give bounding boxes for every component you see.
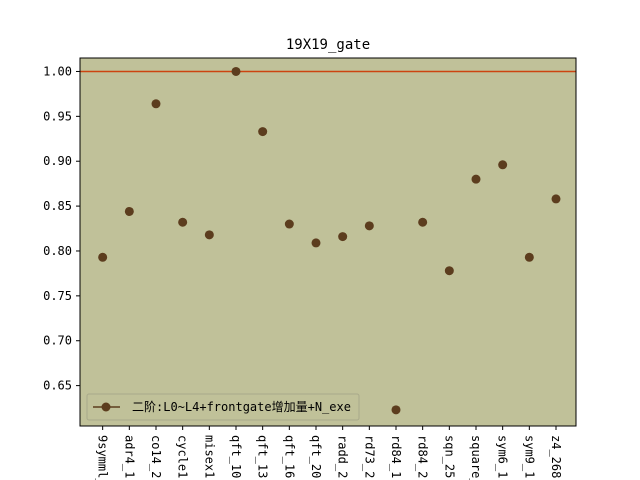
- x-tick-label: rd73_2: [362, 435, 376, 478]
- x-tick-label: qft_16: [282, 435, 296, 478]
- data-point: [471, 174, 481, 184]
- data-points: [98, 66, 561, 415]
- x-tick-label: sym6_1: [496, 435, 510, 478]
- data-point: [444, 266, 454, 276]
- legend: 二阶:L0~L4+frontgate增加量+N_exe: [86, 393, 360, 421]
- data-point: [498, 160, 508, 170]
- data-point: [524, 252, 534, 262]
- y-tick-label: 0.95: [43, 109, 72, 123]
- data-point: [151, 99, 161, 109]
- data-point: [311, 238, 321, 248]
- data-point: [258, 127, 268, 137]
- x-tick-label: z4_268: [549, 435, 563, 478]
- plot-frame: [79, 57, 577, 427]
- x-tick-label: sym9_1: [522, 435, 536, 478]
- x-tick-label: cycle1: [176, 435, 190, 478]
- x-tick-label: qft_20: [309, 435, 323, 478]
- x-axis: 9symml_ adr4_1 co14_2 cycle1 misex1 qft_10 qft…: [96, 426, 563, 480]
- data-point: [98, 252, 108, 262]
- legend-marker: [101, 402, 111, 412]
- x-tick-label: 9symml_: [96, 435, 110, 480]
- data-point: [204, 230, 214, 240]
- data-point: [124, 206, 134, 216]
- y-tick-label: 0.65: [43, 379, 72, 393]
- x-tick-label: qft_10: [229, 435, 243, 478]
- data-point: [391, 405, 401, 415]
- y-tick-label: 0.75: [43, 289, 72, 303]
- y-axis: 0.65 0.70 0.75 0.80 0.85 0.90 0.95 1.00: [43, 64, 80, 393]
- data-point: [284, 219, 294, 229]
- x-tick-label: rd84_2: [416, 435, 430, 478]
- x-tick-label: radd_2: [336, 435, 350, 478]
- y-tick-label: 0.70: [43, 334, 72, 348]
- legend-box: [86, 393, 360, 421]
- x-tick-label: rd84_1: [389, 435, 403, 478]
- data-point: [364, 221, 374, 231]
- y-tick-label: 1.00: [43, 64, 72, 78]
- data-point: [178, 217, 188, 227]
- y-tick-label: 0.85: [43, 199, 72, 213]
- legend-label: 二阶:L0~L4+frontgate增加量+N_exe: [132, 400, 351, 414]
- plot-area: [80, 58, 576, 426]
- chart-title: 19X19_gate: [286, 37, 370, 53]
- x-tick-label: sqn_25: [442, 435, 456, 478]
- y-tick-label: 0.80: [43, 244, 72, 258]
- x-tick-label: co14_2: [149, 435, 163, 478]
- x-tick-label: misex1: [202, 435, 216, 478]
- data-point: [231, 66, 241, 76]
- data-point: [551, 194, 561, 204]
- x-tick-label: qft_13: [256, 435, 270, 478]
- data-point: [418, 217, 428, 227]
- data-point: [338, 232, 348, 242]
- x-tick-label: square_: [469, 435, 483, 480]
- y-tick-label: 0.90: [43, 154, 72, 168]
- x-tick-label: adr4_1: [122, 435, 136, 478]
